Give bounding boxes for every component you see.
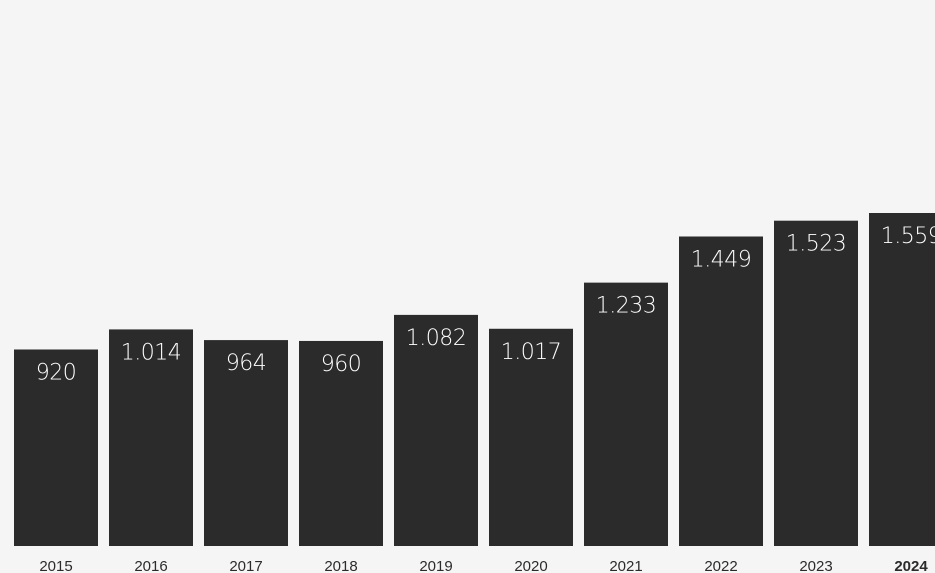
bar-2024: [869, 213, 935, 546]
x-tick-label-2018: 2018: [324, 558, 357, 573]
x-tick-label-2021: 2021: [609, 558, 642, 573]
bar-2023: [774, 220, 858, 546]
value-label-2019: 1.082: [406, 326, 466, 351]
value-label-2018: 960: [321, 352, 362, 377]
value-label-2020: 1.017: [501, 340, 561, 365]
bar-2016: [109, 329, 193, 546]
value-label-2016: 1.014: [121, 340, 181, 365]
value-labels-group: 920 1.014 964 960 1.082 1.017 1.233 1.449 1.523 1…: [36, 224, 935, 385]
bar-2021: [584, 282, 668, 546]
bar-2020: [489, 328, 573, 546]
x-tick-label-2023: 2023: [799, 558, 832, 573]
bar-2018: [299, 340, 383, 546]
x-tick-label-2015: 2015: [39, 558, 72, 573]
x-tick-label-2022: 2022: [704, 558, 737, 573]
x-tick-label-2017: 2017: [229, 558, 262, 573]
bar-2019: [394, 314, 478, 546]
x-axis: 2015 2016 2017 2018 2019 2020 2021 2022 2023 2024: [39, 558, 928, 573]
value-label-2023: 1.523: [786, 232, 846, 257]
x-tick-label-2024: 2024: [894, 558, 928, 573]
bar-2022: [679, 236, 763, 546]
value-label-2021: 1.233: [596, 294, 656, 319]
value-label-2022: 1.449: [691, 247, 751, 272]
value-label-2015: 920: [36, 360, 77, 385]
x-tick-label-2016: 2016: [134, 558, 167, 573]
bar-2015: [14, 349, 98, 546]
value-label-2024: 1.559: [881, 224, 935, 249]
x-tick-label-2020: 2020: [514, 558, 547, 573]
x-tick-label-2019: 2019: [419, 558, 452, 573]
bar-2017: [204, 340, 288, 546]
value-label-2017: 964: [226, 351, 267, 376]
bars-group: [14, 213, 935, 546]
